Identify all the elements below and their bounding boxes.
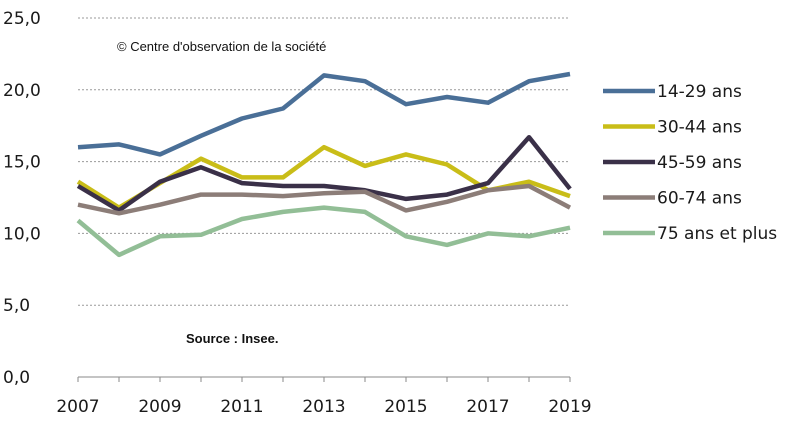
source-annotation: Source : Insee. [186, 331, 278, 346]
x-tick-label: 2011 [220, 397, 263, 417]
y-tick-label: 15,0 [3, 153, 41, 173]
x-tick-label: 2007 [56, 397, 99, 417]
gridlines [78, 17, 570, 306]
y-tick-label: 0,0 [3, 368, 30, 388]
legend: 14-29 ans 30-44 ans 45-59 ans 60-74 ans 75 a… [603, 82, 777, 244]
x-tick-label: 2013 [302, 397, 345, 417]
legend-label: 60-74 ans [657, 189, 742, 209]
x-tick-label: 2009 [138, 397, 181, 417]
series-line-2 [76, 144, 571, 210]
legend-label: 45-59 ans [657, 153, 742, 173]
x-tick-label: 2019 [548, 397, 591, 417]
x-tick-label: 2017 [466, 397, 509, 417]
series-line-3 [76, 134, 572, 213]
series-lines [76, 71, 572, 258]
y-tick-label: 10,0 [3, 224, 41, 244]
legend-label: 30-44 ans [657, 118, 742, 138]
x-axis-tick-labels: 2007 2009 2011 2013 2015 2017 2019 [56, 397, 591, 417]
y-tick-label: 5,0 [3, 296, 30, 316]
series-line-5 [76, 205, 571, 258]
y-tick-label: 20,0 [3, 81, 41, 101]
copyright-annotation: © Centre d'observation de la société [117, 39, 326, 54]
y-axis-tick-labels: 0,0 5,0 10,0 15,0 20,0 25,0 [3, 9, 41, 388]
series-line-1 [77, 71, 571, 157]
series-line-4 [77, 183, 572, 216]
y-tick-label: 25,0 [3, 9, 41, 29]
x-tick-label: 2015 [384, 397, 427, 417]
legend-label: 14-29 ans [657, 82, 742, 102]
legend-label: 75 ans et plus [657, 224, 777, 244]
x-axis [77, 376, 571, 382]
